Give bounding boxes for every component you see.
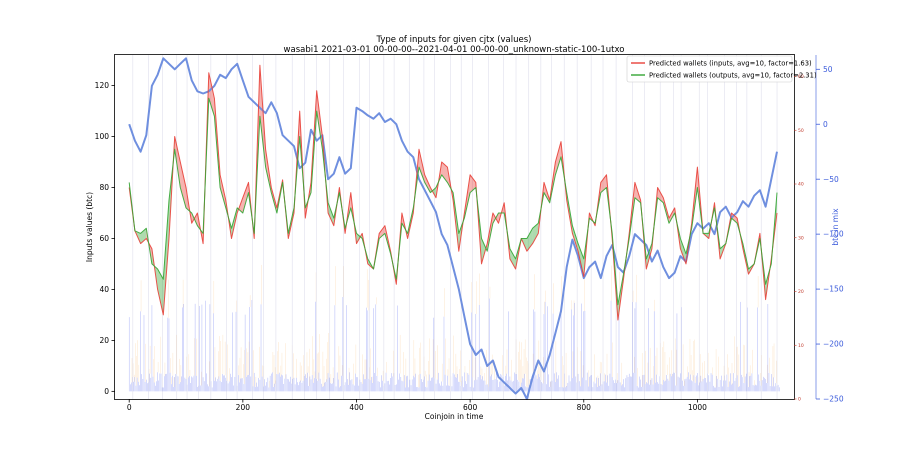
fill-segment	[379, 225, 385, 239]
fill-segment	[657, 187, 664, 203]
fill-segment	[328, 202, 334, 226]
y2-tick-label: 50	[823, 65, 833, 74]
x-axis-ticks: 0 200 400 600 800 1000	[127, 399, 707, 412]
y2-tick-label: −250	[823, 395, 844, 404]
y-tick-label: 20	[99, 336, 109, 345]
fill-segment	[237, 197, 243, 213]
fill-segment	[441, 162, 448, 183]
y-tick-label: 60	[99, 234, 109, 243]
fill-segment	[555, 141, 562, 175]
y3-tick-label: 10	[798, 343, 804, 349]
y-tick-label: 100	[95, 132, 110, 141]
y-axis-ticks: 0 20 40 60 80 100 120	[95, 81, 115, 396]
x-tick-label: 0	[127, 403, 132, 412]
series-line-btc-in-mix	[128, 57, 778, 400]
fill-segment	[208, 72, 215, 117]
x-tick-label: 600	[463, 403, 478, 412]
y3-tick-label: 40	[798, 182, 804, 188]
plot-frame	[114, 54, 795, 400]
fill-segment	[180, 162, 187, 208]
y-tick-label: 120	[95, 81, 110, 90]
fill-segment	[430, 187, 437, 198]
y-axis-label: Inputs values (btc)	[85, 192, 94, 262]
y2-tick-label: −50	[823, 175, 839, 184]
y3-axis-ticks: 0 10 20 30 40 50 60	[794, 74, 804, 403]
y-tick-label: 80	[99, 183, 109, 192]
fill-segment	[163, 200, 169, 315]
y-tick-label: 0	[104, 387, 109, 396]
x-tick-label: 400	[349, 403, 364, 412]
y-tick-label: 40	[99, 285, 109, 294]
y2-tick-label: −100	[823, 230, 844, 239]
fill-segment	[424, 174, 431, 193]
y2-axis-label: btc in mix	[831, 208, 840, 246]
y2-tick-label: −200	[823, 340, 844, 349]
y3-tick-label: 50	[798, 128, 804, 134]
fill-segment	[140, 228, 147, 244]
x-tick-label: 1000	[688, 403, 707, 412]
legend-box	[626, 55, 793, 83]
fill-segment	[680, 238, 687, 264]
fill-segment	[572, 225, 579, 252]
y2-tick-label: 0	[823, 120, 828, 129]
series-line-inputs	[128, 64, 778, 321]
fill-segment	[509, 248, 516, 270]
legend: Predicted wallets (inputs, avg=10, facto…	[626, 55, 817, 83]
y3-tick-label: 0	[798, 397, 801, 403]
y2-tick-label: −150	[823, 285, 844, 294]
legend-label-outputs: Predicted wallets (outputs, avg=10, fact…	[649, 72, 817, 80]
y3-tick-label: 30	[798, 235, 804, 241]
bars-layer	[128, 264, 780, 392]
fill-segment	[532, 223, 539, 244]
series-lines	[128, 57, 778, 400]
y3-tick-label: 60	[798, 74, 804, 80]
fill-segment	[526, 228, 533, 252]
fill-segment	[668, 207, 675, 224]
legend-label-inputs: Predicted wallets (inputs, avg=10, facto…	[649, 60, 812, 68]
y2-axis-ticks: 50 0 −50 −100 −150 −200 −250	[815, 55, 844, 404]
fill-segment	[242, 182, 249, 213]
x-tick-label: 800	[577, 403, 592, 412]
fill-segment	[157, 269, 164, 315]
chart-subtitle: wasabi1 2021-03-01 00-00-00--2021-04-01 …	[284, 45, 625, 55]
chart-title: Type of inputs for given cjtx (values)	[376, 35, 532, 45]
series-line-outputs	[128, 97, 778, 306]
x-axis-label: Coinjoin in time	[425, 412, 484, 421]
y3-tick-label: 20	[798, 289, 804, 295]
fill-segment	[356, 233, 363, 244]
x-tick-label: 200	[236, 403, 251, 412]
